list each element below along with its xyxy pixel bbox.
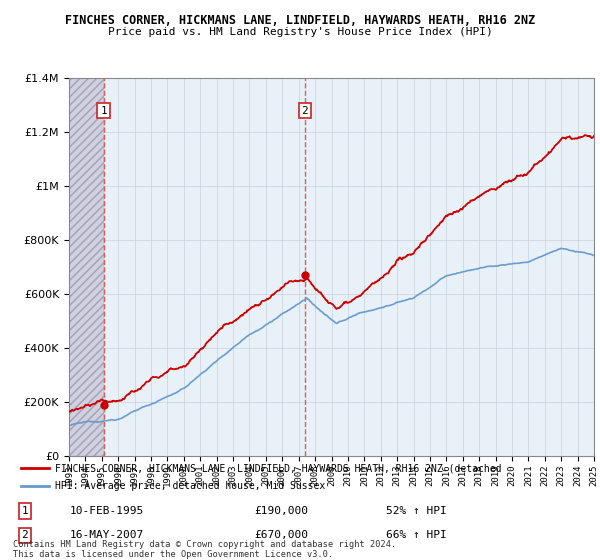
Text: Price paid vs. HM Land Registry's House Price Index (HPI): Price paid vs. HM Land Registry's House … — [107, 27, 493, 37]
Text: HPI: Average price, detached house, Mid Sussex: HPI: Average price, detached house, Mid … — [55, 481, 325, 491]
Text: 10-FEB-1995: 10-FEB-1995 — [70, 506, 144, 516]
Text: £670,000: £670,000 — [254, 530, 308, 540]
Text: 52% ↑ HPI: 52% ↑ HPI — [386, 506, 447, 516]
Text: 1: 1 — [21, 506, 28, 516]
Text: FINCHES CORNER, HICKMANS LANE, LINDFIELD, HAYWARDS HEATH, RH16 2NZ (detached: FINCHES CORNER, HICKMANS LANE, LINDFIELD… — [55, 463, 502, 473]
Text: 2: 2 — [301, 105, 308, 115]
Text: FINCHES CORNER, HICKMANS LANE, LINDFIELD, HAYWARDS HEATH, RH16 2NZ: FINCHES CORNER, HICKMANS LANE, LINDFIELD… — [65, 14, 535, 27]
Bar — [69, 78, 104, 456]
Text: 16-MAY-2007: 16-MAY-2007 — [70, 530, 144, 540]
Text: 66% ↑ HPI: 66% ↑ HPI — [386, 530, 447, 540]
Text: 1: 1 — [100, 105, 107, 115]
Text: 2: 2 — [21, 530, 28, 540]
Text: Contains HM Land Registry data © Crown copyright and database right 2024.
This d: Contains HM Land Registry data © Crown c… — [13, 540, 397, 559]
Text: £190,000: £190,000 — [254, 506, 308, 516]
